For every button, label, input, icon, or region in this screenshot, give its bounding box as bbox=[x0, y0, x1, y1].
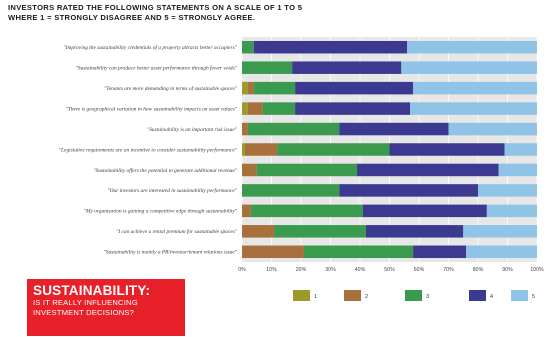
category-label: "Improving the sustainability credential… bbox=[63, 44, 237, 51]
legend-label: 2 bbox=[365, 294, 368, 300]
bar-segment bbox=[277, 143, 390, 156]
bar-segment bbox=[295, 81, 414, 95]
bar-segment bbox=[242, 163, 257, 177]
category-label: "Legislative requirements are an incenti… bbox=[59, 146, 238, 153]
bar-segment bbox=[242, 245, 304, 259]
x-tick-label: 50% bbox=[384, 267, 395, 273]
bar-segment bbox=[362, 204, 487, 218]
legend-label: 3 bbox=[426, 294, 429, 300]
bar-segment bbox=[389, 143, 505, 156]
x-tick-label: 10% bbox=[266, 267, 277, 273]
x-tick-label: 70% bbox=[443, 267, 454, 273]
bar-segment bbox=[242, 102, 248, 115]
bar-segment bbox=[448, 122, 537, 136]
bar-segment bbox=[242, 225, 275, 238]
category-label: "I can achieve a rental premium for sust… bbox=[116, 228, 238, 235]
x-tick-label: 40% bbox=[355, 267, 366, 273]
bar-segment bbox=[247, 102, 263, 115]
chart-title-line-2: WHERE 1 = STRONGLY DISAGREE AND 5 = STRO… bbox=[8, 13, 256, 22]
bar-segment bbox=[504, 143, 537, 156]
category-label: "Sustainability is an important risk iss… bbox=[147, 127, 238, 133]
chart-title-line-1: INVESTORS RATED THE FOLLOWING STATEMENTS… bbox=[8, 3, 303, 12]
bar-segment bbox=[244, 143, 278, 156]
category-label: "There is geographical variation in how … bbox=[66, 106, 238, 112]
x-tick-label: 0% bbox=[238, 267, 246, 273]
banner-subtitle-line-1: IS IT REALLY INFLUENCING bbox=[33, 298, 138, 307]
bar-segment bbox=[478, 184, 537, 197]
bar-segment bbox=[303, 245, 414, 259]
category-label: "Sustainability can produce better asset… bbox=[76, 64, 238, 71]
category-label: "My organisation is gaining a competitiv… bbox=[84, 209, 238, 215]
legend-swatch bbox=[511, 290, 528, 301]
bar-segment bbox=[466, 245, 537, 259]
bar-segment bbox=[401, 61, 537, 74]
legend-swatch bbox=[405, 290, 422, 301]
banner-subtitle-line-2: INVESTMENT DECISIONS? bbox=[33, 307, 135, 317]
x-tick-label: 80% bbox=[473, 267, 484, 273]
x-tick-label: 60% bbox=[414, 267, 425, 273]
bar-segment bbox=[357, 163, 499, 177]
legend-swatch bbox=[469, 290, 486, 301]
x-tick-label: 90% bbox=[502, 267, 513, 273]
bar-segment bbox=[365, 225, 464, 238]
banner-heading: SUSTAINABILITY: bbox=[33, 283, 151, 298]
bar-segment bbox=[256, 163, 358, 177]
category-label: "Our investors are interested in sustain… bbox=[107, 187, 237, 194]
bar-segment bbox=[498, 163, 537, 177]
x-tick-label: 100% bbox=[530, 267, 544, 273]
bar-segment bbox=[253, 40, 408, 54]
legend-label: 5 bbox=[532, 294, 535, 300]
bar-segment bbox=[407, 40, 537, 54]
bar-segment bbox=[242, 40, 254, 54]
bar-segment bbox=[413, 245, 467, 259]
bar-segment bbox=[339, 184, 478, 197]
bar-segment bbox=[247, 122, 340, 136]
legend-swatch bbox=[344, 290, 361, 301]
legend-label: 1 bbox=[314, 294, 317, 300]
legend-label: 4 bbox=[490, 294, 493, 300]
bar-segment bbox=[262, 102, 296, 115]
x-tick-label: 30% bbox=[325, 267, 336, 273]
bar-segment bbox=[292, 61, 402, 74]
bar-segment bbox=[242, 81, 248, 95]
bar-segment bbox=[295, 102, 411, 115]
bar-segment bbox=[413, 81, 537, 95]
category-label: "Tenants are more demanding in terms of … bbox=[104, 85, 238, 92]
bar-segment bbox=[339, 122, 449, 136]
bar-segment bbox=[242, 184, 340, 197]
bar-segment bbox=[253, 81, 296, 95]
bar-segment bbox=[410, 102, 537, 115]
bar-segment bbox=[242, 122, 248, 136]
bar-segment bbox=[242, 204, 251, 218]
bar-segment bbox=[250, 204, 363, 218]
chart-title: INVESTORS RATED THE FOLLOWING STATEMENTS… bbox=[8, 3, 302, 23]
bar-segment bbox=[274, 225, 366, 238]
legend-swatch bbox=[293, 290, 310, 301]
x-tick-label: 20% bbox=[296, 267, 307, 273]
bar-segment bbox=[247, 81, 254, 95]
bar-segment bbox=[463, 225, 537, 238]
bar-segment bbox=[242, 143, 245, 156]
bar-segment bbox=[486, 204, 537, 218]
bar-segment bbox=[242, 61, 293, 74]
category-label: "Sustainability is mainly a PR/investor/… bbox=[104, 250, 238, 256]
category-label: "Sustainability offers the potential to … bbox=[93, 167, 237, 174]
sustainability-banner: SUSTAINABILITY: IS IT REALLY INFLUENCING… bbox=[27, 279, 185, 336]
